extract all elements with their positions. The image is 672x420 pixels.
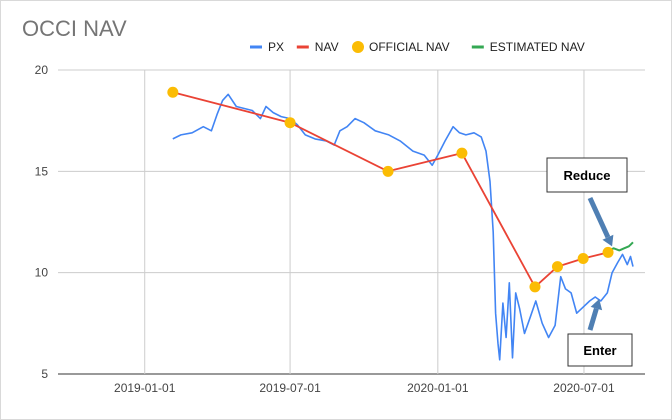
- annotation-arrowhead: [590, 299, 603, 311]
- official-nav-point: [167, 86, 179, 98]
- official-nav-point: [284, 117, 296, 129]
- annotation-box: [567, 333, 633, 367]
- legend-item: OFFICIAL NAV: [352, 40, 450, 54]
- series-estimated-nav-line: [608, 241, 634, 252]
- official-nav-point: [602, 246, 614, 258]
- legend: PX NAV OFFICIAL NAV ESTIMATED NAV: [250, 40, 585, 54]
- annotation-label: Reduce: [564, 168, 611, 183]
- annotation-arrowhead: [602, 234, 614, 247]
- legend-label: ESTIMATED NAV: [490, 40, 585, 54]
- x-tick-label: 2020-01-01: [407, 381, 469, 395]
- legend-label: PX: [268, 40, 284, 54]
- annotation-box: [546, 157, 628, 193]
- series-layer: [167, 86, 634, 361]
- x-axis-ticks: 2019-01-01 2019-07-01 2020-01-01 2020-07-01: [114, 381, 615, 395]
- x-tick-label: 2019-07-01: [259, 381, 321, 395]
- legend-swatch: [352, 41, 364, 53]
- official-nav-point: [529, 281, 541, 293]
- chart-title: OCCI NAV: [22, 16, 127, 41]
- annotation: Enter: [567, 299, 633, 367]
- series-nav-line: [172, 91, 609, 288]
- y-tick-label: 10: [35, 266, 49, 280]
- annotation-label: Enter: [583, 343, 616, 358]
- y-tick-label: 15: [35, 164, 49, 178]
- legend-label: OFFICIAL NAV: [369, 40, 450, 54]
- legend-item: PX: [250, 40, 284, 54]
- grid-lines: [58, 69, 645, 375]
- official-nav-point: [551, 261, 563, 273]
- annotation: Reduce: [546, 157, 628, 247]
- official-nav-point: [382, 165, 394, 177]
- legend-label: NAV: [315, 40, 339, 54]
- annotations: Reduce Enter: [546, 157, 633, 367]
- y-tick-label: 5: [41, 367, 48, 381]
- y-tick-label: 20: [35, 63, 49, 77]
- series-px-line: [172, 93, 634, 361]
- legend-item: NAV: [296, 40, 339, 54]
- y-axis-ticks: 5 10 15 20: [35, 63, 49, 381]
- legend-item: ESTIMATED NAV: [471, 40, 585, 54]
- annotation-arrow: [587, 196, 611, 239]
- annotation-arrow: [587, 307, 599, 331]
- official-nav-point: [456, 147, 468, 159]
- official-nav-point: [577, 252, 589, 264]
- x-tick-label: 2019-01-01: [114, 381, 176, 395]
- x-tick-label: 2020-07-01: [553, 381, 615, 395]
